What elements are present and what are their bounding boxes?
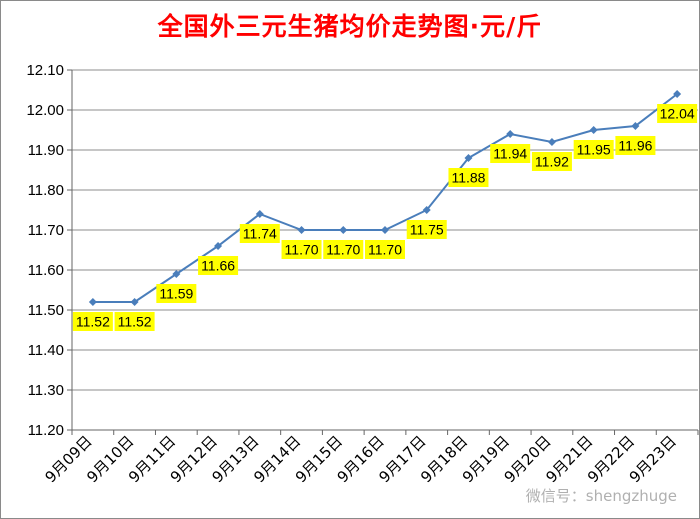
chart-title: 全国外三元生猪均价走势图·元/斤 [157, 12, 543, 41]
data-label-box [615, 136, 656, 155]
data-point [172, 270, 181, 278]
data-label-box [448, 168, 489, 187]
data-label-box [72, 312, 113, 331]
data-point [214, 242, 223, 250]
y-tick-label: 11.90 [28, 142, 64, 159]
data-label: 11.70 [368, 242, 402, 258]
y-tick-label: 11.40 [28, 342, 64, 359]
data-label: 11.52 [118, 314, 152, 330]
data-label: 11.59 [159, 286, 193, 302]
y-tick-label: 11.30 [28, 382, 64, 399]
data-point [547, 138, 556, 146]
y-tick-label: 11.50 [28, 302, 64, 319]
data-point [506, 130, 515, 138]
x-tick-label: 9月23日 [626, 432, 680, 486]
data-label: 11.66 [201, 258, 235, 274]
y-tick-label: 12.10 [26, 62, 64, 79]
data-label: 11.94 [493, 146, 527, 162]
data-label: 11.92 [535, 154, 569, 170]
data-point [88, 298, 97, 306]
data-point [464, 154, 473, 162]
data-label-box [323, 240, 364, 259]
data-label-box [657, 104, 698, 123]
data-label: 11.75 [410, 222, 444, 238]
data-label: 11.70 [326, 242, 360, 258]
y-tick-label: 11.20 [28, 422, 64, 439]
data-label: 11.96 [618, 138, 652, 154]
data-label: 11.88 [451, 170, 485, 186]
wechat-watermark: 微信号：shengzhuge [525, 487, 677, 505]
data-label-box [406, 220, 447, 239]
data-label-box [114, 312, 155, 331]
data-point [297, 226, 306, 234]
data-label: 11.74 [243, 226, 277, 242]
data-label-box [281, 240, 322, 259]
data-label: 11.70 [285, 242, 319, 258]
data-label: 11.95 [577, 142, 611, 158]
data-label-box [365, 240, 405, 259]
data-point [130, 298, 139, 306]
data-point [673, 90, 682, 98]
series-line [92, 93, 678, 303]
data-label-box [198, 256, 239, 275]
data-label-box [490, 144, 531, 163]
data-point [631, 122, 640, 130]
data-label: 12.04 [660, 106, 695, 122]
y-tick-label: 11.80 [28, 182, 64, 199]
data-label-box [156, 284, 197, 303]
data-point [589, 126, 598, 134]
y-tick-label: 11.70 [28, 222, 64, 239]
data-point [381, 226, 389, 234]
y-tick-label: 12.00 [26, 102, 64, 119]
y-tick-label: 11.60 [28, 262, 64, 279]
data-point [255, 210, 264, 218]
data-point [339, 226, 348, 234]
data-point [422, 206, 431, 214]
data-label-box [239, 224, 280, 243]
data-label-box [531, 152, 572, 171]
data-label-box [573, 140, 614, 159]
data-label: 11.52 [76, 314, 110, 330]
